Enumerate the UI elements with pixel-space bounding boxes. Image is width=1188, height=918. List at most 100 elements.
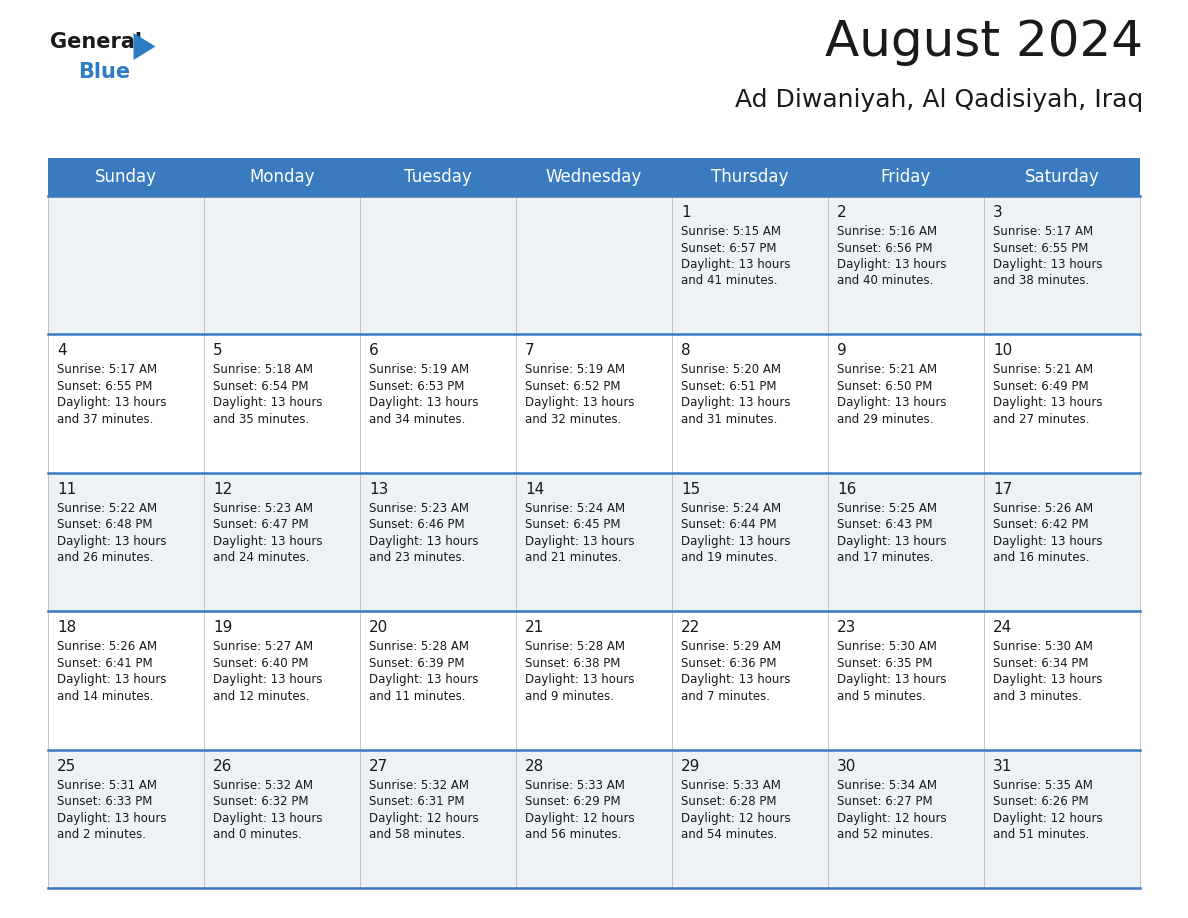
Text: and 0 minutes.: and 0 minutes. [213, 828, 302, 841]
Text: Sunrise: 5:30 AM: Sunrise: 5:30 AM [838, 640, 937, 654]
Text: Sunset: 6:53 PM: Sunset: 6:53 PM [369, 380, 465, 393]
Bar [48, 196, 1140, 334]
Text: and 40 minutes.: and 40 minutes. [838, 274, 934, 287]
Text: 1: 1 [681, 205, 690, 220]
Text: and 54 minutes.: and 54 minutes. [681, 828, 777, 841]
Text: Sunset: 6:42 PM: Sunset: 6:42 PM [993, 519, 1088, 532]
Text: 3: 3 [993, 205, 1003, 220]
Text: 24: 24 [993, 621, 1012, 635]
Text: Sunrise: 5:28 AM: Sunrise: 5:28 AM [369, 640, 469, 654]
Text: Daylight: 13 hours: Daylight: 13 hours [681, 397, 790, 409]
Text: Daylight: 13 hours: Daylight: 13 hours [213, 397, 322, 409]
Text: Sunrise: 5:26 AM: Sunrise: 5:26 AM [57, 640, 157, 654]
Text: Sunset: 6:27 PM: Sunset: 6:27 PM [838, 795, 933, 808]
Text: and 3 minutes.: and 3 minutes. [993, 689, 1082, 702]
Text: 9: 9 [838, 343, 847, 358]
Text: Sunrise: 5:19 AM: Sunrise: 5:19 AM [525, 364, 625, 376]
Text: Sunrise: 5:26 AM: Sunrise: 5:26 AM [993, 502, 1093, 515]
Text: Sunrise: 5:33 AM: Sunrise: 5:33 AM [681, 778, 781, 791]
Text: Sunrise: 5:25 AM: Sunrise: 5:25 AM [838, 502, 937, 515]
Text: 27: 27 [369, 758, 388, 774]
Text: Daylight: 13 hours: Daylight: 13 hours [993, 258, 1102, 271]
Text: Sunset: 6:52 PM: Sunset: 6:52 PM [525, 380, 620, 393]
Text: and 41 minutes.: and 41 minutes. [681, 274, 777, 287]
Text: 7: 7 [525, 343, 535, 358]
Text: Sunset: 6:26 PM: Sunset: 6:26 PM [993, 795, 1088, 808]
Text: 30: 30 [838, 758, 857, 774]
Text: Daylight: 13 hours: Daylight: 13 hours [525, 673, 634, 686]
Bar [48, 750, 1140, 888]
Text: Daylight: 13 hours: Daylight: 13 hours [57, 812, 166, 824]
Text: Sunrise: 5:32 AM: Sunrise: 5:32 AM [369, 778, 469, 791]
Text: and 52 minutes.: and 52 minutes. [838, 828, 934, 841]
Text: Daylight: 12 hours: Daylight: 12 hours [838, 812, 947, 824]
Text: 29: 29 [681, 758, 701, 774]
Text: 22: 22 [681, 621, 700, 635]
Text: Sunset: 6:35 PM: Sunset: 6:35 PM [838, 656, 933, 670]
Text: 16: 16 [838, 482, 857, 497]
Text: Sunset: 6:38 PM: Sunset: 6:38 PM [525, 656, 620, 670]
Text: and 51 minutes.: and 51 minutes. [993, 828, 1089, 841]
Text: Sunrise: 5:35 AM: Sunrise: 5:35 AM [993, 778, 1093, 791]
Text: 14: 14 [525, 482, 544, 497]
Text: Sunset: 6:43 PM: Sunset: 6:43 PM [838, 519, 933, 532]
Text: Sunset: 6:39 PM: Sunset: 6:39 PM [369, 656, 465, 670]
Text: Sunset: 6:41 PM: Sunset: 6:41 PM [57, 656, 152, 670]
Text: Sunset: 6:54 PM: Sunset: 6:54 PM [213, 380, 309, 393]
Text: Daylight: 13 hours: Daylight: 13 hours [838, 673, 947, 686]
Text: Sunrise: 5:20 AM: Sunrise: 5:20 AM [681, 364, 781, 376]
Text: Sunset: 6:32 PM: Sunset: 6:32 PM [213, 795, 309, 808]
Text: and 12 minutes.: and 12 minutes. [213, 689, 310, 702]
Text: 4: 4 [57, 343, 67, 358]
Text: Daylight: 13 hours: Daylight: 13 hours [838, 397, 947, 409]
Text: Sunset: 6:29 PM: Sunset: 6:29 PM [525, 795, 620, 808]
Text: and 19 minutes.: and 19 minutes. [681, 552, 777, 565]
Text: and 7 minutes.: and 7 minutes. [681, 689, 770, 702]
Text: and 31 minutes.: and 31 minutes. [681, 413, 777, 426]
Text: Sunrise: 5:33 AM: Sunrise: 5:33 AM [525, 778, 625, 791]
Text: Sunset: 6:40 PM: Sunset: 6:40 PM [213, 656, 309, 670]
Text: Sunset: 6:48 PM: Sunset: 6:48 PM [57, 519, 152, 532]
Text: Sunrise: 5:27 AM: Sunrise: 5:27 AM [213, 640, 314, 654]
Text: Sunrise: 5:24 AM: Sunrise: 5:24 AM [681, 502, 782, 515]
Text: Sunset: 6:34 PM: Sunset: 6:34 PM [993, 656, 1088, 670]
Bar [48, 611, 1140, 750]
Text: Sunrise: 5:24 AM: Sunrise: 5:24 AM [525, 502, 625, 515]
Text: 19: 19 [213, 621, 233, 635]
Bar [48, 334, 1140, 473]
Text: Sunrise: 5:23 AM: Sunrise: 5:23 AM [369, 502, 469, 515]
Text: Daylight: 13 hours: Daylight: 13 hours [213, 812, 322, 824]
Text: and 9 minutes.: and 9 minutes. [525, 689, 614, 702]
Text: Sunrise: 5:17 AM: Sunrise: 5:17 AM [57, 364, 157, 376]
Text: 12: 12 [213, 482, 232, 497]
Text: 26: 26 [213, 758, 233, 774]
Text: Sunrise: 5:15 AM: Sunrise: 5:15 AM [681, 225, 781, 238]
Text: August 2024: August 2024 [824, 18, 1143, 66]
Text: and 16 minutes.: and 16 minutes. [993, 552, 1089, 565]
Text: 5: 5 [213, 343, 222, 358]
Bar [48, 473, 1140, 611]
Text: 23: 23 [838, 621, 857, 635]
Text: 2: 2 [838, 205, 847, 220]
Text: 25: 25 [57, 758, 76, 774]
Text: Daylight: 13 hours: Daylight: 13 hours [681, 258, 790, 271]
Text: Daylight: 13 hours: Daylight: 13 hours [57, 535, 166, 548]
Text: and 29 minutes.: and 29 minutes. [838, 413, 934, 426]
Text: and 58 minutes.: and 58 minutes. [369, 828, 466, 841]
Text: Sunset: 6:49 PM: Sunset: 6:49 PM [993, 380, 1088, 393]
Text: Daylight: 13 hours: Daylight: 13 hours [57, 397, 166, 409]
Text: Daylight: 13 hours: Daylight: 13 hours [525, 535, 634, 548]
Text: Sunset: 6:50 PM: Sunset: 6:50 PM [838, 380, 933, 393]
Text: Daylight: 13 hours: Daylight: 13 hours [525, 397, 634, 409]
Text: Sunset: 6:55 PM: Sunset: 6:55 PM [993, 241, 1088, 254]
Text: Daylight: 13 hours: Daylight: 13 hours [369, 535, 479, 548]
Text: Sunrise: 5:19 AM: Sunrise: 5:19 AM [369, 364, 469, 376]
Text: Thursday: Thursday [712, 168, 789, 186]
Text: 10: 10 [993, 343, 1012, 358]
Text: Monday: Monday [249, 168, 315, 186]
Text: Daylight: 13 hours: Daylight: 13 hours [838, 258, 947, 271]
Text: and 11 minutes.: and 11 minutes. [369, 689, 466, 702]
Text: and 34 minutes.: and 34 minutes. [369, 413, 466, 426]
Text: Sunset: 6:46 PM: Sunset: 6:46 PM [369, 519, 465, 532]
Text: Daylight: 12 hours: Daylight: 12 hours [681, 812, 791, 824]
